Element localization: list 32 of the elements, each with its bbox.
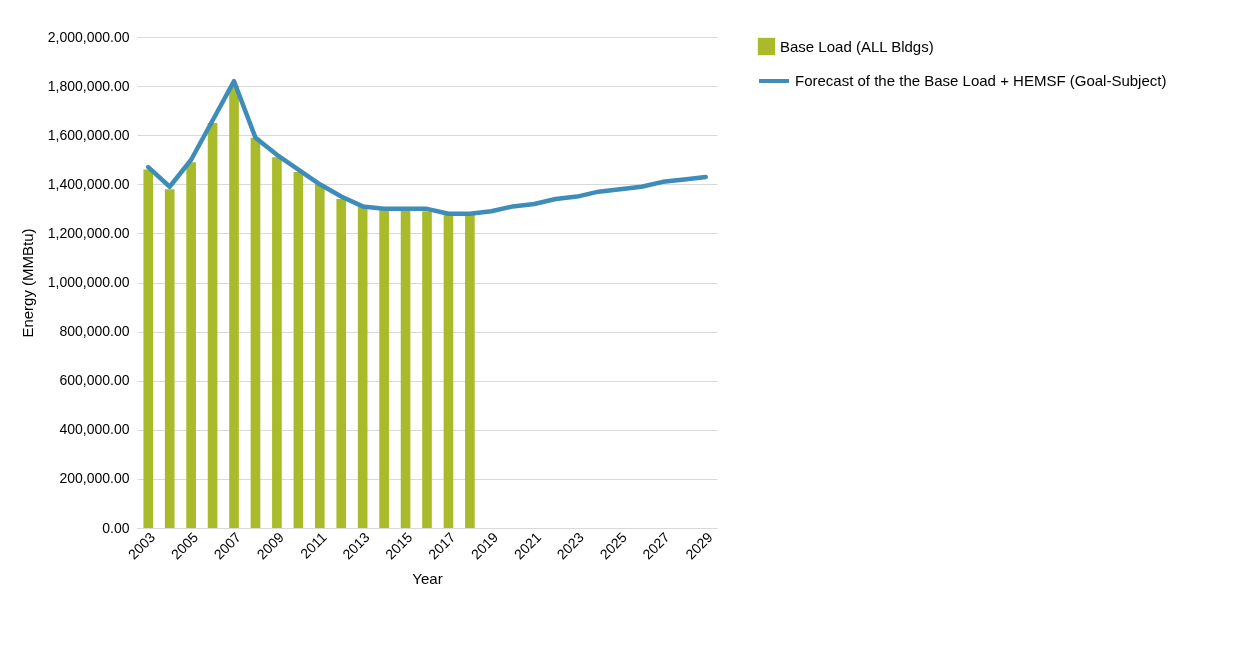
y-tick-label: 200,000.00 xyxy=(59,470,130,487)
bar xyxy=(143,169,154,528)
legend-label: Base Load (ALL Bldgs) xyxy=(780,37,934,55)
bar xyxy=(314,184,325,528)
y-tick-label: 400,000.00 xyxy=(59,421,130,438)
bar xyxy=(272,157,282,528)
line-series xyxy=(146,78,708,217)
bar xyxy=(443,213,454,528)
bar xyxy=(164,189,175,528)
y-tick-label: 600,000.00 xyxy=(59,372,130,389)
y-axis-title: Energy (MMBtu) xyxy=(18,228,36,338)
y-tick-label: 2,000,000.00 xyxy=(47,28,130,45)
y-tick-label: 1,200,000.00 xyxy=(47,224,130,241)
bar xyxy=(336,199,347,528)
bar xyxy=(400,208,411,528)
bar xyxy=(465,213,475,528)
y-tick-label: 800,000.00 xyxy=(59,323,130,340)
y-tick-label: 1,000,000.00 xyxy=(47,274,130,290)
y-tick-label: 1,400,000.00 xyxy=(47,175,130,192)
bar xyxy=(186,162,196,528)
y-tick-label: 1,600,000.00 xyxy=(47,126,130,143)
bar xyxy=(293,172,304,528)
y-tick-label: 1,800,000.00 xyxy=(47,77,130,94)
bar xyxy=(229,86,239,528)
bar xyxy=(379,208,389,528)
y-tick-label: 0.00 xyxy=(102,519,130,536)
bar xyxy=(207,122,218,528)
x-axis-title: Year xyxy=(412,570,443,588)
bar xyxy=(250,137,261,528)
legend-label: Forecast of the the Base Load + HEMSF (Goal-Subject) xyxy=(795,72,1167,89)
bar xyxy=(422,211,432,528)
bar xyxy=(357,206,368,528)
